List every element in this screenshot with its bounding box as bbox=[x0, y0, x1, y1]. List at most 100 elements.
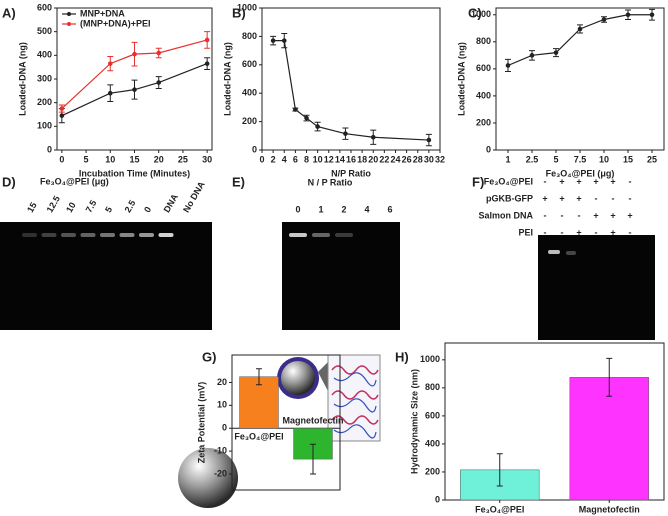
x-tick-label: 30 bbox=[202, 154, 212, 164]
category-label: Magnetofectin bbox=[579, 504, 640, 514]
sign: - bbox=[561, 210, 564, 220]
sign: - bbox=[629, 193, 632, 203]
y-tick-label: 0 bbox=[222, 423, 227, 433]
error-bar bbox=[606, 357, 613, 397]
lane-label: 15 bbox=[25, 201, 39, 215]
point bbox=[132, 87, 137, 92]
row-label: pGKB-GFP bbox=[486, 193, 533, 203]
y-tick-label: 800 bbox=[242, 31, 257, 41]
x-tick-label: 2.5 bbox=[526, 154, 539, 164]
zoom-cone bbox=[318, 360, 330, 395]
y-tick-label: -20 bbox=[214, 468, 227, 478]
lane-label: 5 bbox=[103, 205, 114, 214]
gel-band bbox=[548, 250, 560, 254]
point bbox=[132, 51, 137, 57]
x-tick-label: 8 bbox=[304, 154, 309, 164]
lane-label: 2 bbox=[341, 204, 346, 214]
y-tick-label: 200 bbox=[476, 117, 491, 127]
bar bbox=[569, 377, 649, 501]
x-tick-label: 25 bbox=[647, 154, 657, 164]
panel-label: E) bbox=[232, 174, 245, 189]
sign: + bbox=[593, 176, 598, 186]
y-tick-label: 400 bbox=[425, 438, 440, 448]
point bbox=[107, 61, 113, 66]
x-tick-label: 24 bbox=[390, 154, 400, 164]
category-label: Fe₃O₄@PEI bbox=[234, 432, 283, 442]
row-label: PEI bbox=[518, 227, 533, 237]
x-tick-label: 20 bbox=[154, 154, 164, 164]
y-tick-label: -10 bbox=[214, 445, 227, 455]
x-tick-label: 30 bbox=[424, 154, 434, 164]
x-tick-label: 32 bbox=[435, 154, 445, 164]
point bbox=[156, 80, 162, 85]
y-tick-label: 600 bbox=[476, 63, 491, 73]
nanoparticle bbox=[178, 448, 238, 508]
x-tick-label: 15 bbox=[623, 154, 633, 164]
point bbox=[370, 134, 376, 140]
row-label: Fe₃O₄@PEI bbox=[484, 176, 533, 186]
point bbox=[529, 53, 535, 58]
y-axis-label: Hydrodynamic Size (nm) bbox=[409, 369, 419, 474]
x-tick-label: 5 bbox=[553, 154, 558, 164]
x-tick-label: 10 bbox=[105, 154, 115, 164]
y-tick-label: 1000 bbox=[420, 354, 440, 364]
legend-marker bbox=[67, 22, 71, 26]
sign: - bbox=[595, 193, 598, 203]
lane-label: 2.5 bbox=[123, 198, 138, 214]
y-tick-label: 400 bbox=[242, 88, 257, 98]
y-tick-label: 0 bbox=[252, 144, 257, 154]
lane-label: 0 bbox=[295, 204, 300, 214]
x-axis-label: N/P Ratio bbox=[331, 168, 371, 178]
bar bbox=[239, 376, 279, 429]
y-tick-label: 400 bbox=[37, 50, 52, 60]
gel-band bbox=[80, 233, 96, 237]
coated-particle bbox=[281, 361, 315, 395]
y-tick-label: 200 bbox=[242, 116, 257, 126]
series-line bbox=[507, 14, 652, 67]
point bbox=[601, 17, 607, 22]
y-tick-label: 800 bbox=[476, 36, 491, 46]
y-tick-label: 600 bbox=[242, 59, 257, 69]
x-tick-label: 25 bbox=[178, 154, 188, 164]
y-tick-label: 10 bbox=[217, 400, 227, 410]
sign: + bbox=[576, 176, 581, 186]
y-tick-label: 600 bbox=[425, 410, 440, 420]
gel-title: N / P Ratio bbox=[308, 177, 353, 187]
sign: - bbox=[544, 227, 547, 237]
point bbox=[343, 131, 348, 136]
legend-marker bbox=[67, 12, 71, 16]
x-tick-label: 26 bbox=[402, 154, 412, 164]
sign: - bbox=[544, 210, 547, 220]
sign: + bbox=[593, 210, 598, 220]
gel-band bbox=[61, 233, 76, 237]
point bbox=[315, 124, 320, 129]
x-tick-label: 1 bbox=[505, 154, 510, 164]
point bbox=[577, 26, 583, 32]
lane-label: 4 bbox=[364, 204, 369, 214]
panel-label: A) bbox=[2, 5, 16, 20]
lane-label: DNA bbox=[162, 192, 181, 214]
error-bar bbox=[496, 453, 503, 487]
series-line bbox=[273, 40, 429, 141]
y-tick-label: 300 bbox=[37, 73, 52, 83]
gel-title: Fe₃O₄@PEI (μg) bbox=[40, 176, 109, 186]
sign: - bbox=[629, 176, 632, 186]
panel-label: G) bbox=[202, 349, 216, 364]
error-bar bbox=[310, 443, 316, 475]
x-tick-label: 16 bbox=[346, 154, 356, 164]
sign: + bbox=[627, 210, 632, 220]
gel-band bbox=[289, 233, 307, 237]
sign: - bbox=[561, 227, 564, 237]
x-tick-label: 14 bbox=[335, 154, 345, 164]
x-tick-label: 18 bbox=[357, 154, 367, 164]
panel-label: B) bbox=[232, 5, 246, 20]
gel-band bbox=[566, 251, 576, 255]
x-tick-label: 10 bbox=[599, 154, 609, 164]
x-tick-label: 22 bbox=[379, 154, 389, 164]
lane-label: 12.5 bbox=[45, 194, 62, 214]
sign: + bbox=[576, 227, 581, 237]
y-tick-label: 400 bbox=[476, 90, 491, 100]
y-tick-label: 1000 bbox=[471, 9, 491, 19]
y-axis-label: Loaded-DNA (ng) bbox=[222, 42, 232, 116]
lane-label: 1 bbox=[318, 204, 323, 214]
